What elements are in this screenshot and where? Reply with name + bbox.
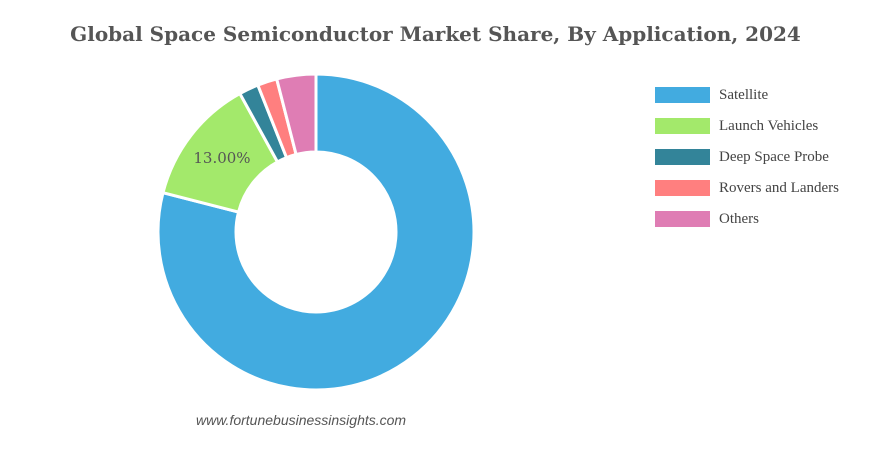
slice-others — [274, 72, 318, 157]
legend-label: Launch Vehicles — [719, 117, 819, 134]
chart-title: Global Space Semiconductor Market Share,… — [70, 22, 801, 46]
legend-label: Satellite — [719, 86, 769, 103]
chart-legend: Satellite Launch Vehicles Deep Space Probe… — [655, 85, 839, 240]
source-credit: www.fortunebusinessinsights.com — [196, 412, 407, 428]
legend-swatch — [655, 211, 710, 227]
legend-swatch — [655, 118, 710, 134]
legend-item: Satellite — [655, 85, 839, 105]
legend-item: Deep Space Probe — [655, 147, 839, 167]
legend-label: Rovers and Landers — [719, 179, 839, 196]
legend-label: Others — [719, 210, 759, 227]
legend-label: Deep Space Probe — [719, 148, 829, 165]
legend-item: Rovers and Landers — [655, 178, 839, 198]
legend-swatch — [655, 180, 710, 196]
legend-swatch — [655, 87, 710, 103]
legend-item: Others — [655, 209, 839, 229]
data-label-launch-vehicles: 13.00% — [193, 149, 250, 167]
legend-item: Launch Vehicles — [655, 116, 839, 136]
legend-swatch — [655, 149, 710, 165]
slice-satellite — [156, 72, 476, 392]
